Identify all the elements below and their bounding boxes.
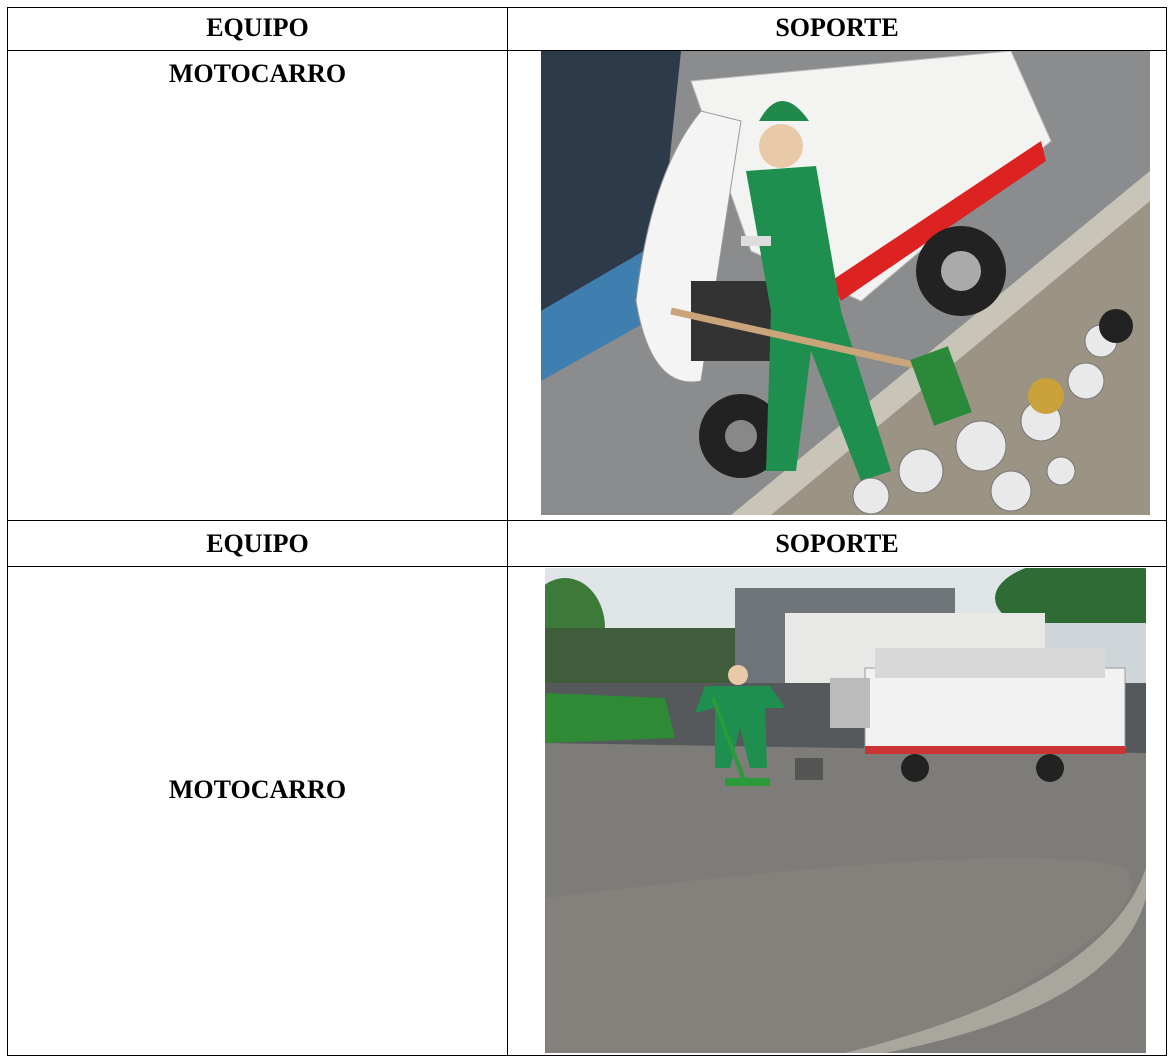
photo [545,568,1146,1053]
header-cell: EQUIPO [7,7,508,51]
label-cell: MOTOCARRO [7,50,508,521]
header-cell: SOPORTE [507,7,1167,51]
equipment-label: MOTOCARRO [168,59,347,88]
photo [541,51,1150,515]
header-cell: EQUIPO [7,520,508,567]
equipment-label: MOTOCARRO [168,775,347,804]
label-cell: MOTOCARRO [7,566,508,1056]
header-cell: SOPORTE [507,520,1167,567]
